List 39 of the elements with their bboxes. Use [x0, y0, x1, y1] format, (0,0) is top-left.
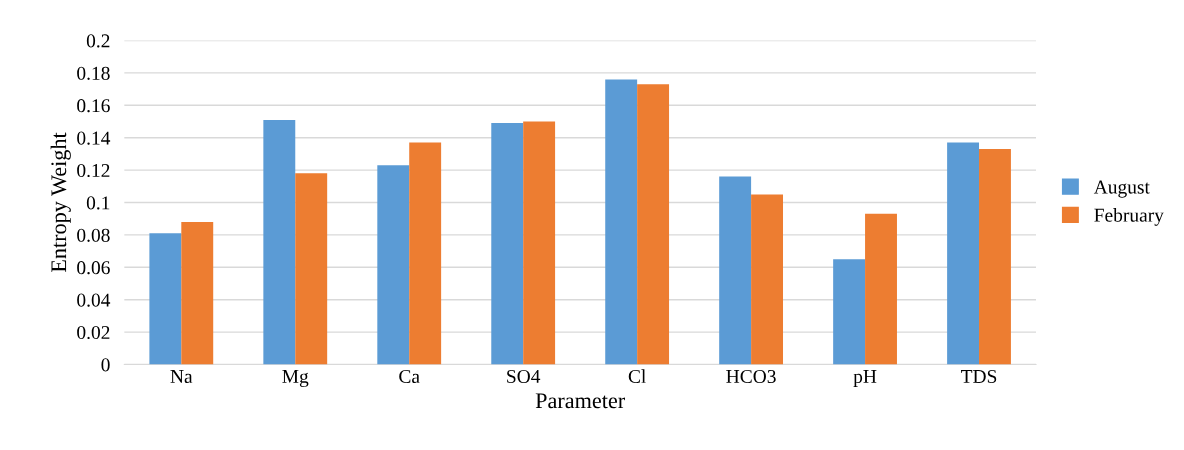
legend-label: August [1093, 180, 1150, 198]
x-tick-label: pH [853, 370, 877, 387]
bar [295, 173, 328, 365]
y-tick-label: 0.04 [77, 293, 111, 307]
y-tick-label: 0.2 [86, 34, 110, 48]
bar [409, 142, 442, 365]
bar [263, 119, 296, 365]
x-tick-label: Cl [628, 369, 646, 384]
x-tick-label: Na [170, 370, 193, 384]
x-tick-label: Ca [399, 369, 420, 384]
bar [377, 165, 410, 365]
x-tick-label: TDS [961, 369, 997, 384]
bar [979, 149, 1011, 365]
bar [491, 123, 524, 365]
y-tick-label: 0.06 [77, 261, 110, 275]
y-tick-label: 0.18 [77, 66, 110, 80]
bar [865, 213, 897, 365]
x-tick-label: Mg [282, 370, 309, 387]
bar [605, 79, 638, 365]
y-tick-label: 0.02 [77, 325, 110, 340]
y-tick-label: 0.08 [77, 228, 110, 242]
bar [947, 142, 980, 365]
x-tick-label: HCO3 [726, 369, 776, 384]
y-tick-label: 0 [101, 358, 110, 372]
y-axis-title: Entropy Weight [50, 132, 71, 273]
bar [149, 233, 182, 365]
bar [637, 84, 670, 365]
bar [719, 176, 752, 365]
y-tick-label: 0.12 [77, 163, 110, 178]
y-tick-label: 0.14 [77, 131, 111, 145]
y-tick-label: 0.16 [77, 99, 110, 113]
x-tick-label: SO4 [507, 369, 541, 384]
y-tick-label: 0.1 [86, 196, 110, 210]
x-axis-title: Parameter [535, 393, 625, 409]
legend-label: February [1094, 208, 1164, 226]
bar [523, 121, 556, 365]
bar [751, 194, 784, 365]
bar [181, 221, 214, 365]
bar [833, 259, 866, 365]
